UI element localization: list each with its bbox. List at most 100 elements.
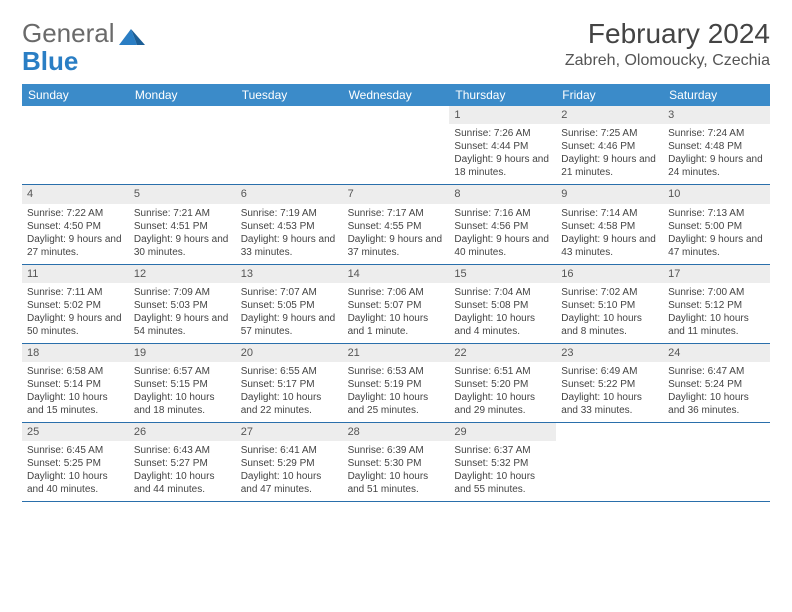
sunset-line: Sunset: 5:02 PM <box>27 299 124 312</box>
daylight-line: Daylight: 9 hours and 24 minutes. <box>668 153 765 179</box>
daylight-line: Daylight: 10 hours and 11 minutes. <box>668 312 765 338</box>
day-number: 4 <box>22 185 129 203</box>
calendar-cell: 28Sunrise: 6:39 AMSunset: 5:30 PMDayligh… <box>343 423 450 501</box>
calendar-cell: 14Sunrise: 7:06 AMSunset: 5:07 PMDayligh… <box>343 265 450 343</box>
sunrise-line: Sunrise: 7:16 AM <box>454 207 551 220</box>
sunset-line: Sunset: 5:32 PM <box>454 457 551 470</box>
day-header: Monday <box>129 84 236 106</box>
daylight-line: Daylight: 9 hours and 37 minutes. <box>348 233 445 259</box>
sunset-line: Sunset: 5:30 PM <box>348 457 445 470</box>
sunset-line: Sunset: 5:25 PM <box>27 457 124 470</box>
calendar-week: 1Sunrise: 7:26 AMSunset: 4:44 PMDaylight… <box>22 106 770 185</box>
sunset-line: Sunset: 4:50 PM <box>27 220 124 233</box>
day-details: Sunrise: 6:58 AMSunset: 5:14 PMDaylight:… <box>22 362 129 422</box>
daylight-line: Daylight: 9 hours and 50 minutes. <box>27 312 124 338</box>
calendar-week: 18Sunrise: 6:58 AMSunset: 5:14 PMDayligh… <box>22 344 770 423</box>
day-number: 7 <box>343 185 450 203</box>
sunset-line: Sunset: 5:27 PM <box>134 457 231 470</box>
sunset-line: Sunset: 5:08 PM <box>454 299 551 312</box>
calendar-cell: 21Sunrise: 6:53 AMSunset: 5:19 PMDayligh… <box>343 344 450 422</box>
day-number <box>556 423 663 441</box>
sunrise-line: Sunrise: 6:58 AM <box>27 365 124 378</box>
month-title: February 2024 <box>565 18 770 50</box>
day-details: Sunrise: 7:06 AMSunset: 5:07 PMDaylight:… <box>343 283 450 343</box>
calendar-cell: 20Sunrise: 6:55 AMSunset: 5:17 PMDayligh… <box>236 344 343 422</box>
sunrise-line: Sunrise: 7:11 AM <box>27 286 124 299</box>
daylight-line: Daylight: 9 hours and 54 minutes. <box>134 312 231 338</box>
day-number: 5 <box>129 185 236 203</box>
day-details: Sunrise: 6:39 AMSunset: 5:30 PMDaylight:… <box>343 441 450 501</box>
day-number <box>129 106 236 124</box>
sunrise-line: Sunrise: 7:09 AM <box>134 286 231 299</box>
daylight-line: Daylight: 10 hours and 55 minutes. <box>454 470 551 496</box>
day-number: 23 <box>556 344 663 362</box>
day-details: Sunrise: 6:49 AMSunset: 5:22 PMDaylight:… <box>556 362 663 422</box>
sunset-line: Sunset: 5:07 PM <box>348 299 445 312</box>
day-number: 13 <box>236 265 343 283</box>
day-details: Sunrise: 7:19 AMSunset: 4:53 PMDaylight:… <box>236 204 343 264</box>
day-details: Sunrise: 6:47 AMSunset: 5:24 PMDaylight:… <box>663 362 770 422</box>
calendar-cell: 13Sunrise: 7:07 AMSunset: 5:05 PMDayligh… <box>236 265 343 343</box>
sunrise-line: Sunrise: 7:17 AM <box>348 207 445 220</box>
day-number: 11 <box>22 265 129 283</box>
sunset-line: Sunset: 5:12 PM <box>668 299 765 312</box>
sunset-line: Sunset: 4:55 PM <box>348 220 445 233</box>
sunset-line: Sunset: 4:51 PM <box>134 220 231 233</box>
day-number: 27 <box>236 423 343 441</box>
daylight-line: Daylight: 10 hours and 40 minutes. <box>27 470 124 496</box>
daylight-line: Daylight: 9 hours and 18 minutes. <box>454 153 551 179</box>
calendar-cell: 7Sunrise: 7:17 AMSunset: 4:55 PMDaylight… <box>343 185 450 263</box>
calendar-cell: 10Sunrise: 7:13 AMSunset: 5:00 PMDayligh… <box>663 185 770 263</box>
day-header: Friday <box>556 84 663 106</box>
day-header: Tuesday <box>236 84 343 106</box>
day-details: Sunrise: 7:04 AMSunset: 5:08 PMDaylight:… <box>449 283 556 343</box>
sunset-line: Sunset: 5:10 PM <box>561 299 658 312</box>
sunrise-line: Sunrise: 6:37 AM <box>454 444 551 457</box>
day-number: 1 <box>449 106 556 124</box>
brand-logo-mark-icon <box>119 23 145 45</box>
day-details: Sunrise: 7:14 AMSunset: 4:58 PMDaylight:… <box>556 204 663 264</box>
daylight-line: Daylight: 10 hours and 18 minutes. <box>134 391 231 417</box>
day-number: 22 <box>449 344 556 362</box>
daylight-line: Daylight: 10 hours and 4 minutes. <box>454 312 551 338</box>
sunrise-line: Sunrise: 6:41 AM <box>241 444 338 457</box>
sunset-line: Sunset: 4:48 PM <box>668 140 765 153</box>
day-number: 25 <box>22 423 129 441</box>
location: Zabreh, Olomoucky, Czechia <box>565 52 770 70</box>
day-details: Sunrise: 7:07 AMSunset: 5:05 PMDaylight:… <box>236 283 343 343</box>
day-header: Sunday <box>22 84 129 106</box>
sunrise-line: Sunrise: 7:25 AM <box>561 127 658 140</box>
day-number <box>343 106 450 124</box>
daylight-line: Daylight: 10 hours and 47 minutes. <box>241 470 338 496</box>
sunrise-line: Sunrise: 6:57 AM <box>134 365 231 378</box>
sunrise-line: Sunrise: 6:39 AM <box>348 444 445 457</box>
daylight-line: Daylight: 9 hours and 33 minutes. <box>241 233 338 259</box>
sunrise-line: Sunrise: 7:19 AM <box>241 207 338 220</box>
day-details: Sunrise: 7:26 AMSunset: 4:44 PMDaylight:… <box>449 124 556 184</box>
sunrise-line: Sunrise: 7:24 AM <box>668 127 765 140</box>
calendar-cell: 8Sunrise: 7:16 AMSunset: 4:56 PMDaylight… <box>449 185 556 263</box>
daylight-line: Daylight: 10 hours and 33 minutes. <box>561 391 658 417</box>
brand-part2: Blue <box>22 46 78 77</box>
sunset-line: Sunset: 4:44 PM <box>454 140 551 153</box>
day-headers-row: Sunday Monday Tuesday Wednesday Thursday… <box>22 84 770 106</box>
day-number: 9 <box>556 185 663 203</box>
daylight-line: Daylight: 9 hours and 21 minutes. <box>561 153 658 179</box>
day-header: Saturday <box>663 84 770 106</box>
day-details: Sunrise: 7:25 AMSunset: 4:46 PMDaylight:… <box>556 124 663 184</box>
calendar-cell: 26Sunrise: 6:43 AMSunset: 5:27 PMDayligh… <box>129 423 236 501</box>
daylight-line: Daylight: 10 hours and 1 minute. <box>348 312 445 338</box>
daylight-line: Daylight: 10 hours and 29 minutes. <box>454 391 551 417</box>
day-details: Sunrise: 7:11 AMSunset: 5:02 PMDaylight:… <box>22 283 129 343</box>
sunrise-line: Sunrise: 7:07 AM <box>241 286 338 299</box>
day-number: 17 <box>663 265 770 283</box>
daylight-line: Daylight: 10 hours and 44 minutes. <box>134 470 231 496</box>
sunrise-line: Sunrise: 6:45 AM <box>27 444 124 457</box>
calendar-cell <box>663 423 770 501</box>
day-details: Sunrise: 7:21 AMSunset: 4:51 PMDaylight:… <box>129 204 236 264</box>
day-details: Sunrise: 7:17 AMSunset: 4:55 PMDaylight:… <box>343 204 450 264</box>
sunset-line: Sunset: 5:22 PM <box>561 378 658 391</box>
day-number: 24 <box>663 344 770 362</box>
calendar-cell: 24Sunrise: 6:47 AMSunset: 5:24 PMDayligh… <box>663 344 770 422</box>
day-details: Sunrise: 7:24 AMSunset: 4:48 PMDaylight:… <box>663 124 770 184</box>
